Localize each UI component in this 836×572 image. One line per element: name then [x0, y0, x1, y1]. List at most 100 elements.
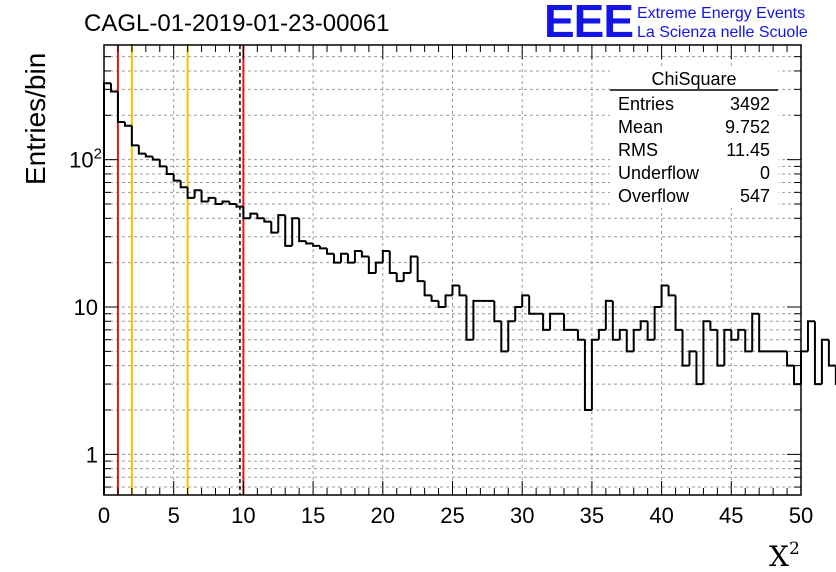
x-tick-label: 0: [98, 503, 110, 528]
histogram-bin: [820, 338, 829, 385]
histogram-bin: [333, 253, 341, 264]
stats-box: ChiSquare Entries 3492 Mean 9.752 RMS 11.45 Und…: [610, 68, 778, 208]
histogram-bin: [667, 285, 676, 297]
histogram-bin: [744, 329, 753, 353]
stats-row-label: Mean: [618, 117, 663, 137]
histogram-bin: [305, 241, 314, 245]
histogram-bin: [660, 284, 669, 308]
stats-row-label: Entries: [618, 94, 674, 114]
y-tick-label: 102: [69, 146, 102, 173]
histogram-bin: [632, 328, 641, 352]
histogram-bin: [339, 252, 348, 263]
histogram-bin: [576, 329, 585, 341]
histogram-bin: [319, 245, 328, 250]
histogram-bin: [758, 313, 767, 353]
histogram-bin: [144, 153, 153, 158]
histogram-bin: [674, 295, 683, 331]
x-tick-label: 45: [719, 503, 743, 528]
histogram-bin: [514, 306, 523, 322]
histogram-bin: [137, 145, 146, 155]
histogram-bin: [179, 180, 188, 189]
histogram-bin: [430, 295, 439, 302]
histogram-bin: [353, 249, 362, 263]
histogram-bin: [730, 329, 739, 341]
histogram-bin: [326, 248, 335, 255]
histogram-bin: [702, 320, 711, 385]
histogram-bin: [109, 83, 118, 93]
histogram-bin: [298, 218, 307, 243]
stats-row-value: 0: [760, 163, 770, 183]
histogram-bin: [451, 284, 460, 296]
histogram-bin: [284, 215, 293, 247]
histogram-bin: [472, 299, 481, 340]
histogram-bin: [130, 125, 139, 147]
histogram-bin: [597, 328, 606, 340]
histogram-bin: [346, 253, 355, 264]
axes: 0 5 10 15 20 25 30 35 40 45 50 1 10 102 X2: [69, 44, 813, 572]
histogram-bin: [800, 350, 808, 385]
chart-title: CAGL-01-2019-01-23-00061: [84, 10, 390, 37]
histogram-bin: [458, 285, 467, 297]
histogram-bin: [151, 156, 160, 161]
histogram-bin: [409, 255, 418, 274]
histogram-bin: [172, 173, 181, 182]
histogram-bin: [716, 329, 725, 367]
histogram-bin: [416, 256, 425, 283]
histogram-bin: [827, 339, 836, 367]
stats-row-value: 3492: [730, 94, 770, 114]
histogram-bin: [193, 189, 202, 198]
histogram-bin: [263, 218, 272, 223]
histogram-bin: [528, 295, 537, 315]
histogram-bin: [402, 272, 411, 282]
histogram-bin: [681, 329, 690, 367]
histogram-bin: [695, 351, 704, 386]
histogram-bin: [618, 328, 627, 340]
histogram-bin: [737, 328, 746, 340]
histogram-bin: [625, 329, 634, 353]
histogram-bin: [423, 281, 432, 297]
histogram-bin: [604, 299, 613, 330]
stats-row-value: 11.45: [726, 140, 770, 160]
x-tick-label: 15: [301, 503, 325, 528]
histogram-bin: [465, 295, 474, 341]
histogram-bin: [277, 214, 286, 233]
histogram-bin: [549, 312, 558, 330]
x-tick-label: 30: [510, 503, 534, 528]
histogram-bin: [590, 338, 599, 411]
histogram-bin: [221, 200, 230, 205]
histogram-bin: [806, 320, 815, 352]
histogram-bin: [207, 196, 216, 202]
histogram-bin: [165, 166, 174, 175]
histogram-bin: [542, 313, 551, 331]
histogram-bin: [360, 250, 369, 258]
histogram-bin: [381, 249, 390, 263]
histogram-bin: [646, 321, 655, 341]
histogram-bin: [723, 328, 732, 366]
histogram-bin: [493, 300, 502, 323]
x-axis-label: X2: [769, 539, 800, 572]
x-tick-label: 25: [440, 503, 464, 528]
histogram-bin: [507, 320, 516, 352]
histogram-bin: [709, 321, 718, 331]
stats-box-background: [610, 68, 778, 208]
histogram-bin: [500, 321, 509, 353]
histogram-bin: [103, 82, 111, 495]
histogram-bin: [786, 351, 795, 367]
histogram-bin: [312, 243, 321, 247]
histogram-bin: [228, 201, 237, 206]
histogram-bin: [158, 159, 167, 168]
histogram-bin: [367, 256, 376, 275]
logo-mark: EEE: [544, 0, 634, 47]
y-tick-label: 1: [86, 442, 98, 467]
histogram-bin: [563, 313, 571, 331]
histogram-bin: [583, 339, 592, 412]
histogram-bin: [653, 306, 662, 340]
x-tick-label: 35: [580, 503, 604, 528]
y-tick-label: 10: [74, 295, 98, 320]
histogram-bin: [374, 261, 383, 274]
histogram-bin: [123, 122, 132, 127]
histogram-bin: [200, 190, 209, 203]
histogram-bin: [793, 365, 801, 386]
x-tick-label: 10: [231, 503, 255, 528]
